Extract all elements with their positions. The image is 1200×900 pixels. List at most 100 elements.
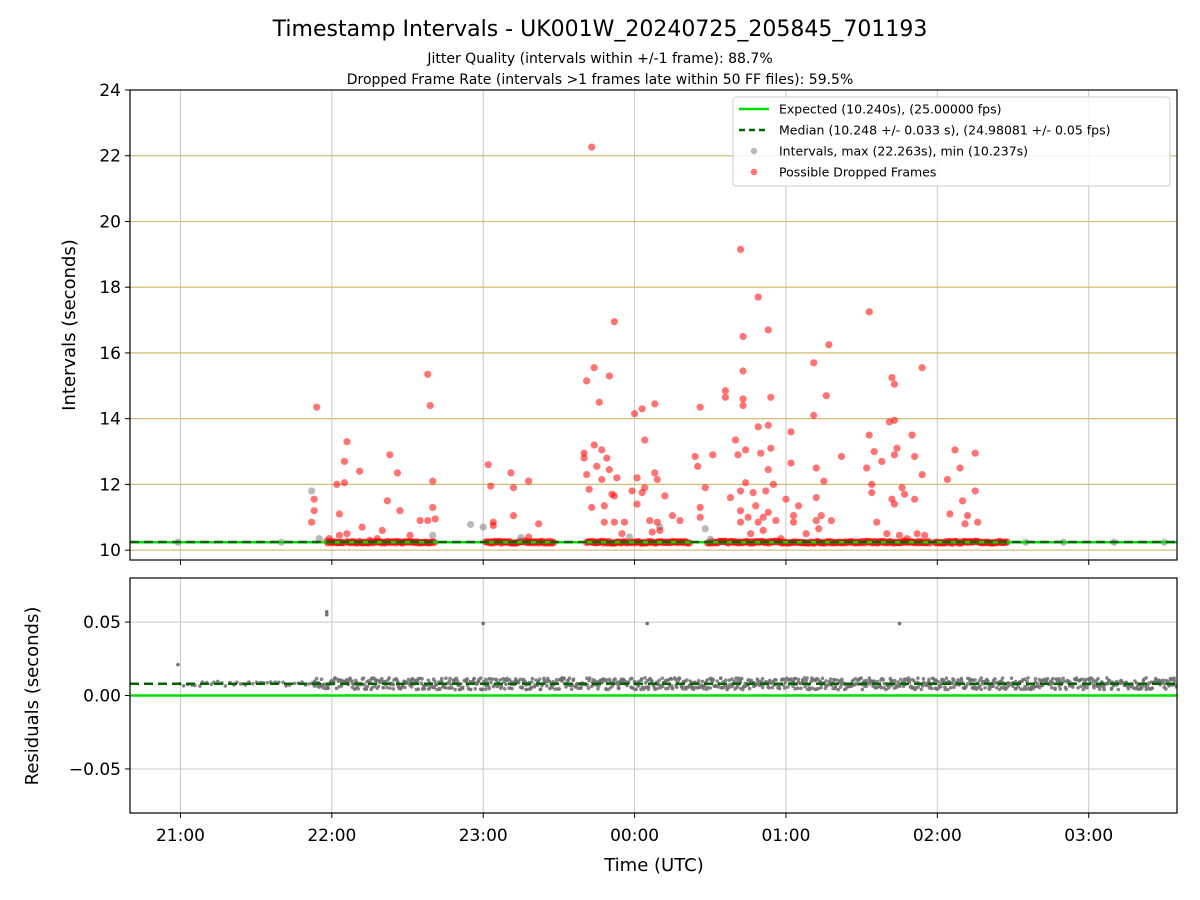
dropped-frame-point [343,438,351,446]
chart-subtitle-dropped: Dropped Frame Rate (intervals >1 frames … [347,72,854,88]
residual-point [1172,679,1177,683]
dropped-frame-point [890,416,899,424]
dropped-frame-point [888,373,896,382]
residual-point [1083,677,1088,682]
residual-point [433,679,437,684]
residual-point [890,678,895,683]
residual-point [760,676,765,681]
x-tick-label: 03:00 [1064,826,1113,846]
dropped-frame-point [595,398,603,406]
residual-point [324,609,329,614]
top-y-tick-label: 24 [99,81,121,101]
residual-point [646,685,651,689]
dropped-frame-point [648,528,656,536]
residual-point [836,687,840,692]
dropped-frame-point [310,507,318,515]
dropped-frame-point [583,470,591,479]
residual-point [1163,681,1167,686]
dropped-frame-point [918,364,926,372]
residual-point [1164,687,1168,691]
dropped-frame-point [383,497,391,505]
residual-point [422,686,427,691]
residual-point [1071,685,1075,689]
dropped-frame-point [883,530,891,538]
residual-point [804,679,808,683]
residual-point [760,685,765,690]
residual-point [181,683,186,688]
residual-point [1161,678,1165,682]
residual-point [951,678,956,682]
dropped-frame-point [764,466,772,474]
bottom-plot-marks [130,609,1177,697]
residual-point [1062,679,1067,684]
residual-point [545,684,549,688]
dropped-frame-point [333,480,341,489]
dropped-frame-point [641,436,649,444]
dropped-frame-point [868,480,876,489]
dropped-frame-point [610,318,618,326]
dropped-frame-point [630,410,639,418]
residual-point [783,686,787,690]
dropped-frame-point [734,451,742,459]
dropped-frame-point [628,487,636,495]
dropped-frame-point [588,503,596,512]
dropped-frame-point [393,469,402,477]
dropped-frame-point [386,451,394,459]
residual-point [478,676,483,680]
residual-point [859,676,864,680]
dropped-frame-point [651,400,659,408]
dropped-frame-point [900,490,909,498]
residual-point [460,686,465,691]
residual-point [1105,676,1109,680]
dropped-frame-point [613,474,621,482]
dropped-frame-point [358,523,366,531]
dropped-frame-point [424,370,432,378]
residual-point [391,682,396,687]
dropped-frame-point [911,452,919,461]
residual-point [439,676,444,681]
residual-point [688,679,693,683]
bottom-y-tick-label: −0.05 [69,760,121,780]
residual-point [1053,687,1057,692]
residual-point [1064,687,1069,692]
dropped-frame-point [736,487,745,495]
residual-point [567,676,572,680]
top-y-tick-label: 16 [99,344,121,364]
residual-point [449,682,453,687]
dropped-frame-point [424,516,432,525]
dropped-frame-point [810,411,818,419]
residual-point [838,685,843,689]
residual-point [1107,678,1112,683]
dropped-frame-point [378,526,386,535]
dropped-frame-point [633,474,641,482]
residual-point [483,687,488,691]
residual-point [921,676,926,681]
residual-point [434,683,439,687]
dropped-frame-point [754,518,762,526]
dropped-frame-point [739,332,747,341]
residual-point [334,686,339,691]
residual-point [1092,685,1096,690]
residual-point [1025,679,1029,684]
dropped-frame-point [789,512,798,520]
residual-point [1126,687,1131,691]
residual-point [639,676,644,681]
residual-point [820,676,825,681]
residual-point [670,686,675,691]
dropped-frame-point [961,520,969,528]
dropped-frame-point [964,512,972,520]
residual-point [950,681,955,686]
interval-point [308,487,316,495]
residual-point [723,678,728,682]
residual-point [557,687,562,691]
dropped-frame-point [603,454,611,462]
dropped-frame-point [588,143,596,151]
residual-point [944,676,949,681]
dropped-frame-point [308,518,316,526]
dropped-frame-point [583,377,591,385]
residual-point [645,621,649,626]
dropped-frame-point [903,535,911,543]
x-tick-label: 02:00 [913,826,962,846]
dropped-frame-point [355,467,364,475]
